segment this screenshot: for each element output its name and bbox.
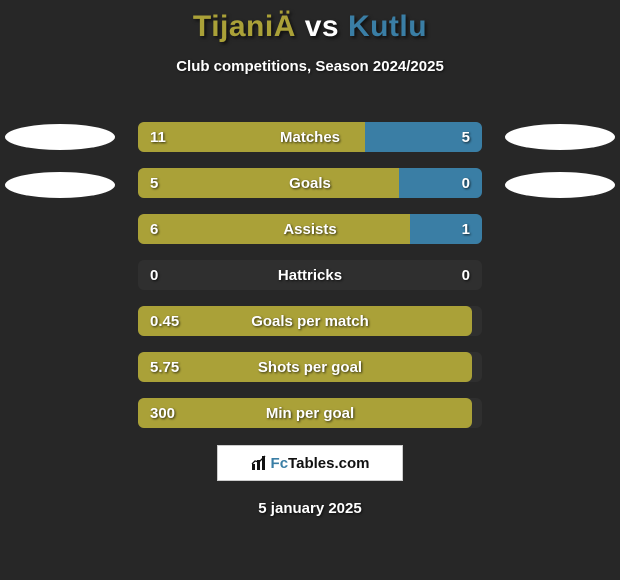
bar-label: Shots per goal [138, 352, 482, 382]
bar-label: Matches [138, 122, 482, 152]
bar-row: 61Assists [138, 214, 482, 244]
bar-label: Goals [138, 168, 482, 198]
comparison-bars: 115Matches 50Goals 61Assists 00Hattricks 0.4… [138, 122, 482, 444]
player1-name: TijaniÄ [193, 10, 296, 43]
badge-text: FcTables.com [271, 455, 370, 472]
player2-name: Kutlu [348, 10, 427, 43]
ovals-right-group [505, 124, 615, 220]
bar-label: Goals per match [138, 306, 482, 336]
badge-text-prefix: Fc [271, 455, 289, 472]
oval-left-2 [5, 172, 115, 198]
source-badge[interactable]: FcTables.com [217, 445, 403, 481]
bar-row: 5.75Shots per goal [138, 352, 482, 382]
vs-text: vs [305, 10, 339, 43]
bar-row: 50Goals [138, 168, 482, 198]
bar-row: 115Matches [138, 122, 482, 152]
oval-left-1 [5, 124, 115, 150]
page-title: TijaniÄ vs Kutlu [0, 0, 620, 44]
bar-row: 0.45Goals per match [138, 306, 482, 336]
subtitle: Club competitions, Season 2024/2025 [0, 58, 620, 75]
bar-row: 00Hattricks [138, 260, 482, 290]
bar-label: Min per goal [138, 398, 482, 428]
oval-right-2 [505, 172, 615, 198]
bar-label: Assists [138, 214, 482, 244]
ovals-left-group [5, 124, 115, 220]
footer-date: 5 january 2025 [0, 500, 620, 517]
oval-right-1 [505, 124, 615, 150]
bar-label: Hattricks [138, 260, 482, 290]
bar-chart-icon [251, 455, 267, 471]
badge-text-suffix: Tables.com [288, 455, 369, 472]
bar-row: 300Min per goal [138, 398, 482, 428]
